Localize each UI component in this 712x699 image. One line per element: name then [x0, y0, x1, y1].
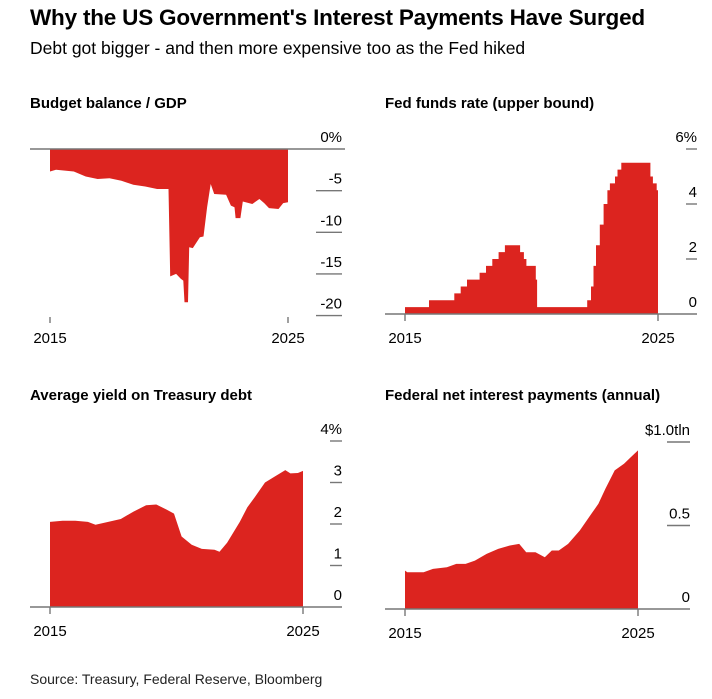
- chart-title: Why the US Government's Interest Payment…: [30, 5, 645, 30]
- fed-funds-title: Fed funds rate (upper bound): [385, 95, 594, 112]
- treasury-yield-y-tick-label: 2: [334, 504, 342, 521]
- budget-balance-x-tick-label: 2025: [271, 330, 304, 347]
- budget-balance-title: Budget balance / GDP: [30, 95, 187, 112]
- interest-payments-area: [405, 450, 638, 609]
- treasury-yield-title: Average yield on Treasury debt: [30, 387, 252, 404]
- treasury-yield-y-tick-label: 3: [334, 463, 342, 480]
- treasury-yield-y-tick-label: 4%: [320, 421, 342, 438]
- treasury-yield-x-tick-label: 2025: [286, 623, 319, 640]
- fed-funds-x-tick-label: 2025: [641, 330, 674, 347]
- treasury-yield-y-tick-label: 0: [334, 587, 342, 604]
- interest-payments-x-tick-label: 2015: [388, 625, 421, 642]
- fed-funds-area: [405, 162, 658, 314]
- fed-funds-y-tick-label: 0: [689, 294, 697, 311]
- chart-subtitle: Debt got bigger - and then more expensiv…: [30, 38, 526, 58]
- budget-balance-x-tick-label: 2015: [33, 330, 66, 347]
- interest-payments-title: Federal net interest payments (annual): [385, 387, 660, 404]
- budget-balance-y-tick-label: -20: [320, 296, 342, 313]
- budget-balance-y-tick-label: -15: [320, 254, 342, 271]
- fed-funds-y-tick-label: 4: [689, 184, 697, 201]
- interest-payments-y-tick-label: $1.0tln: [645, 422, 690, 439]
- fed-funds-y-tick-label: 6%: [675, 129, 697, 146]
- budget-balance-y-tick-label: -5: [329, 171, 342, 188]
- treasury-yield-area: [50, 470, 303, 607]
- treasury-yield-x-tick-label: 2015: [33, 623, 66, 640]
- budget-balance-y-tick-label: 0%: [320, 129, 342, 146]
- fed-funds-x-tick-label: 2015: [388, 330, 421, 347]
- interest-payments-y-tick-label: 0.5: [669, 506, 690, 523]
- budget-balance-area: [50, 149, 288, 303]
- source-note: Source: Treasury, Federal Reserve, Bloom…: [30, 671, 323, 687]
- fed-funds-y-tick-label: 2: [689, 239, 697, 256]
- interest-payments-y-tick-label: 0: [682, 589, 690, 606]
- interest-payments-x-tick-label: 2025: [621, 625, 654, 642]
- budget-balance-y-tick-label: -10: [320, 212, 342, 229]
- treasury-yield-y-tick-label: 1: [334, 546, 342, 563]
